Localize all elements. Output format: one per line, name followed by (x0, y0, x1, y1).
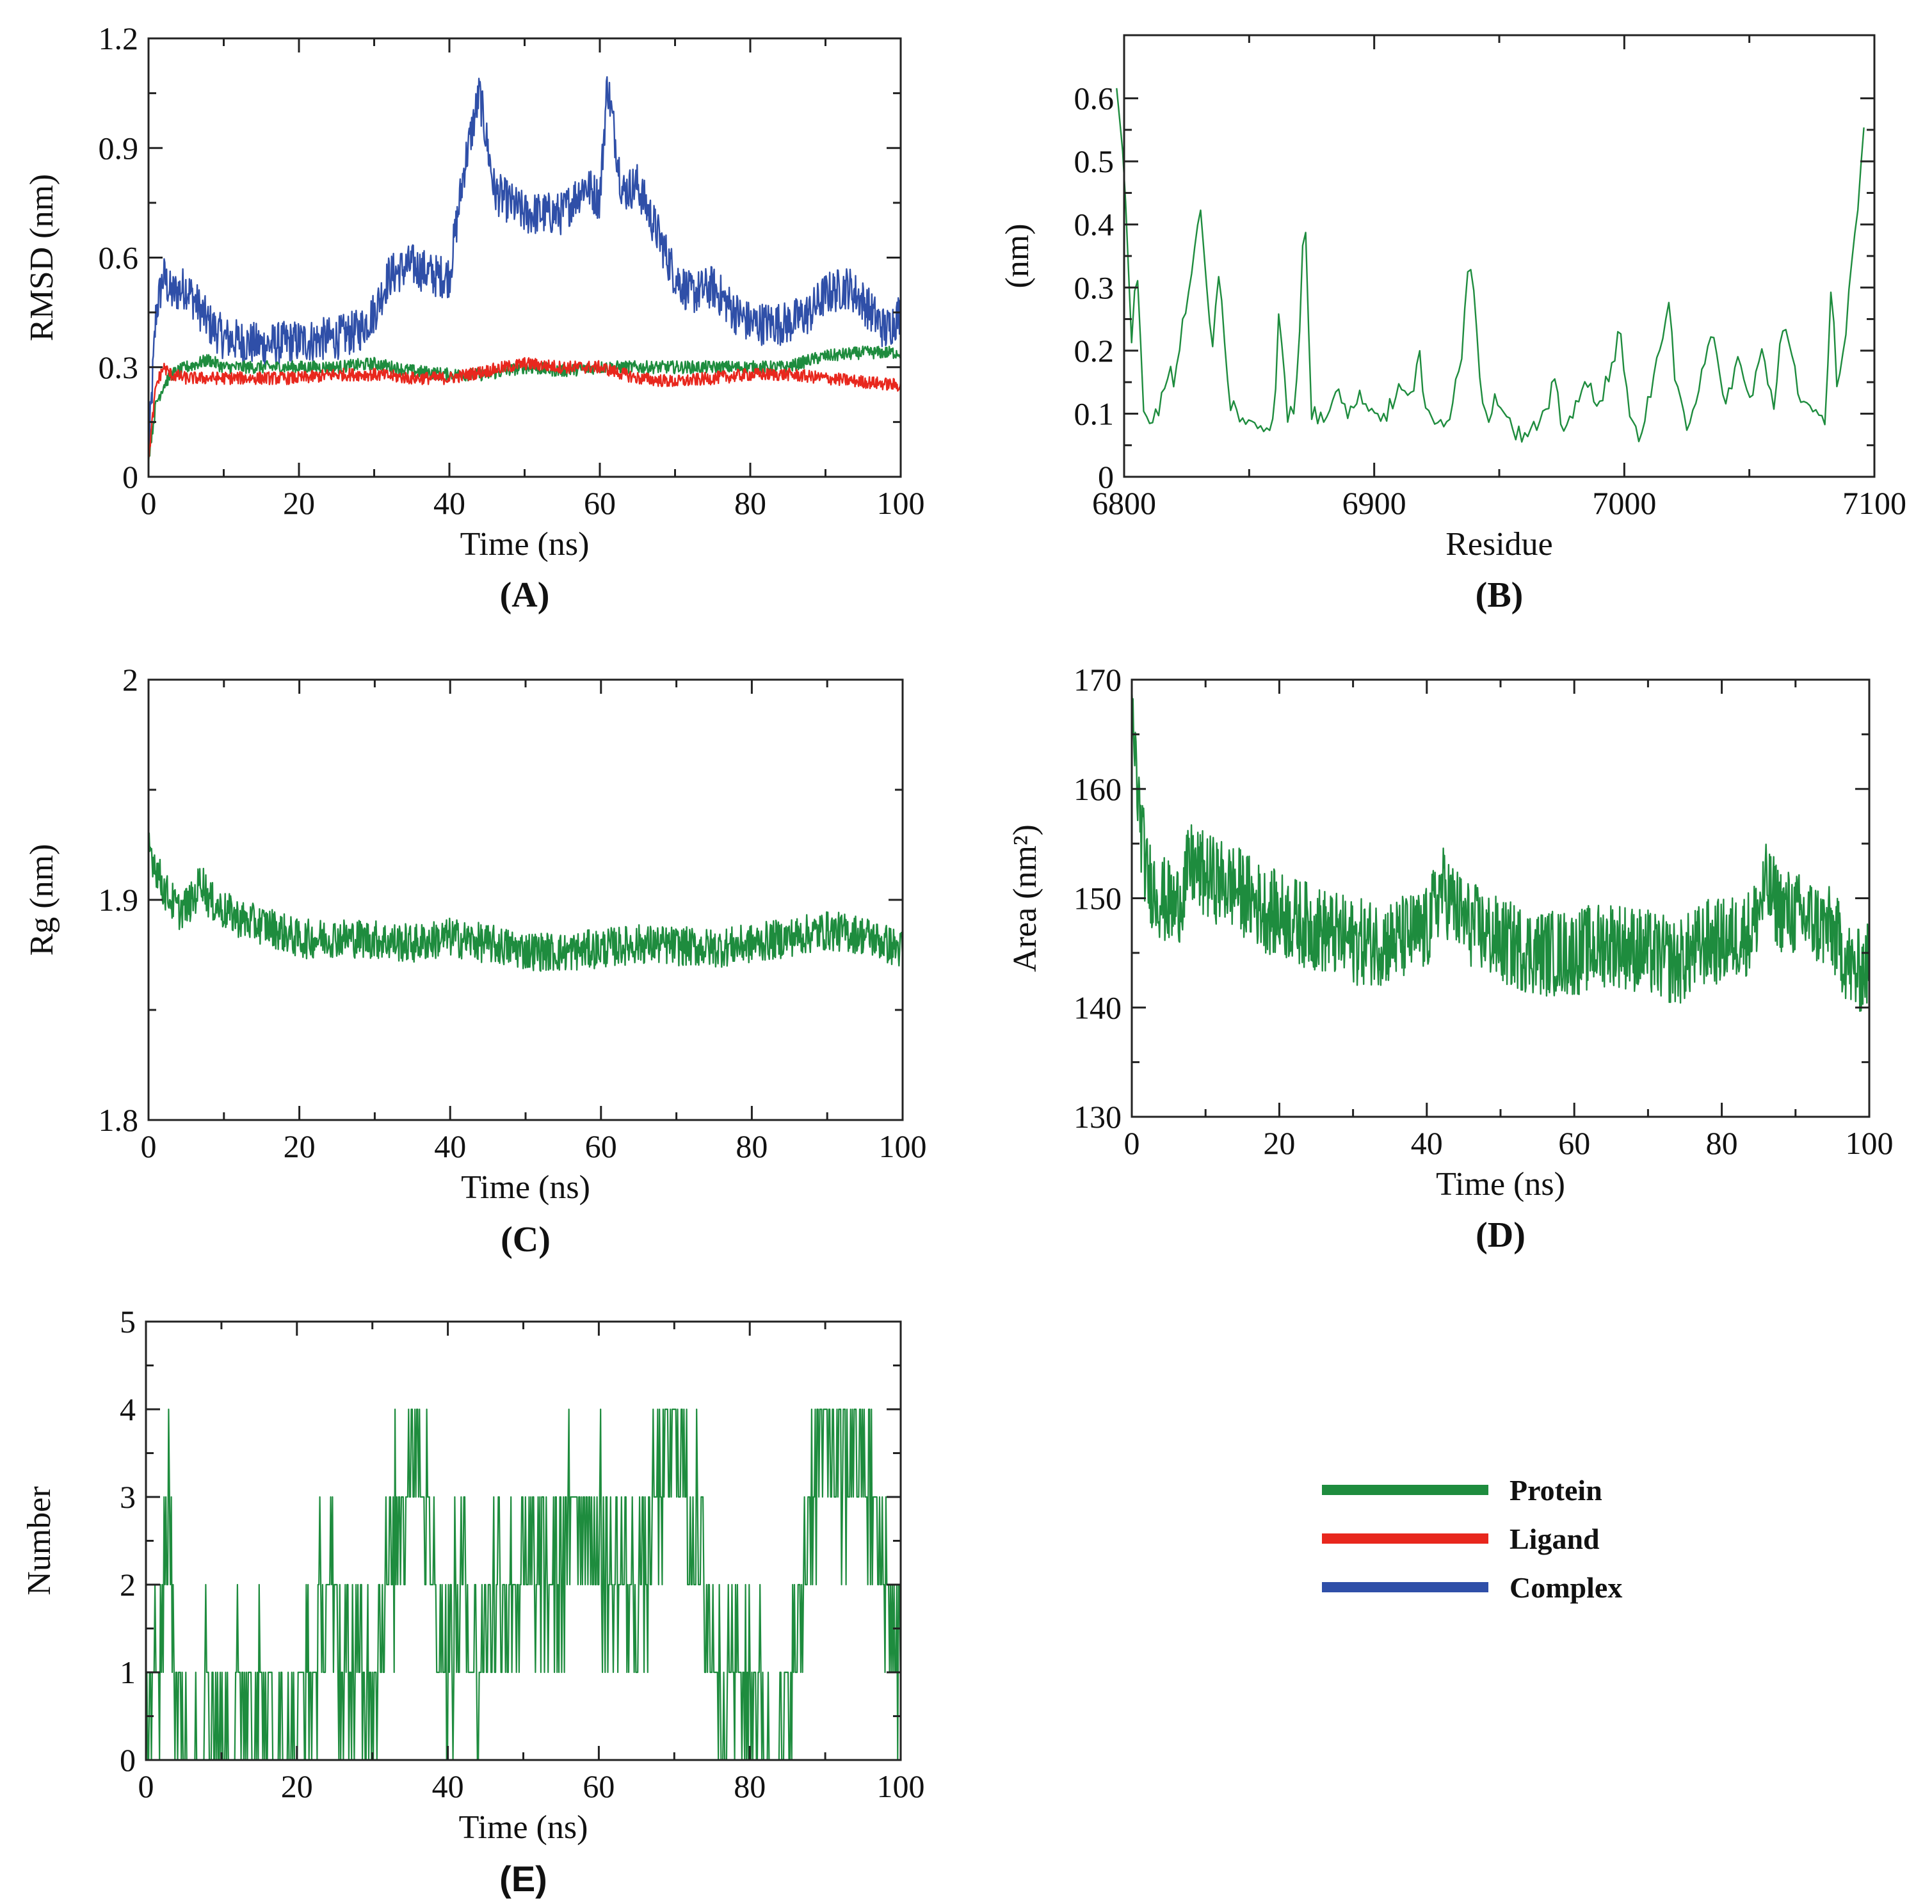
panel-label: (A) (500, 575, 550, 615)
series-group (1131, 687, 1871, 1012)
x-tick-label: 20 (284, 1128, 316, 1164)
x-tick-label: 100 (1846, 1125, 1894, 1161)
series-line-protein (147, 832, 904, 972)
x-tick-label: 7000 (1592, 485, 1656, 521)
y-tick-label: 0.2 (1074, 333, 1115, 369)
chart-panel-d: 0 20 40 60 80 100 130 140 150 160 170 Time (ns) Area… (1007, 662, 1894, 1255)
y-tick-label: 0 (122, 459, 138, 495)
legend-label-complex: Complex (1509, 1571, 1622, 1604)
y-tick-label: 0.1 (1074, 396, 1115, 431)
y-axis-title: (nm) (999, 223, 1036, 288)
panel-label: (B) (1476, 575, 1524, 615)
x-tick-label: 20 (283, 485, 315, 521)
series-line-protein (145, 1408, 901, 1761)
x-tick-label: 40 (1411, 1125, 1443, 1161)
x-tick-label: 80 (736, 1128, 768, 1164)
x-tick-label: 100 (877, 1768, 925, 1804)
panel-label: (E) (499, 1859, 547, 1899)
x-tick-label: 80 (734, 485, 766, 521)
x-tick-label: 0 (141, 1128, 157, 1164)
x-tick-label: 20 (1263, 1125, 1295, 1161)
y-tick-label: 2 (120, 1567, 136, 1603)
y-tick-label: 0.9 (99, 130, 139, 166)
chart-panel-c: 0 20 40 60 80 100 1.8 1.9 2 Time (ns) Rg (nm) (C) (24, 662, 927, 1260)
x-tick-label: 60 (584, 485, 616, 521)
x-tick-label: 0 (141, 485, 157, 521)
y-axis-title: Number (21, 1486, 58, 1595)
y-tick-label: 150 (1074, 881, 1122, 916)
series-line-ligand (147, 356, 902, 458)
y-axis-title: RMSD (nm) (24, 174, 60, 341)
y-tick-label: 0 (1098, 459, 1114, 495)
series-line-protein (1116, 88, 1865, 443)
panel-label: (D) (1476, 1215, 1525, 1255)
x-tick-label: 40 (434, 1128, 466, 1164)
y-axis-title: Area (nm²) (1007, 824, 1043, 972)
y-tick-label: 170 (1074, 662, 1122, 698)
y-tick-label: 4 (120, 1391, 136, 1427)
x-tick-label: 60 (583, 1768, 615, 1804)
y-tick-label: 0.5 (1074, 143, 1115, 179)
x-axis-title: Time (ns) (460, 526, 590, 563)
y-tick-label: 5 (120, 1304, 136, 1340)
x-tick-label: 100 (877, 485, 925, 521)
plot-frame (147, 678, 904, 1121)
x-tick-label: 80 (734, 1768, 766, 1804)
y-axis-title: Rg (nm) (24, 844, 60, 956)
series-line-protein (1131, 687, 1871, 1012)
y-tick-label: 0.3 (1074, 269, 1115, 305)
x-axis-title: Time (ns) (459, 1809, 588, 1846)
x-tick-label: 0 (138, 1768, 154, 1804)
x-tick-label: 0 (1124, 1125, 1140, 1161)
x-tick-label: 20 (281, 1768, 313, 1804)
y-tick-label: 1.9 (99, 882, 139, 918)
y-tick-label: 130 (1074, 1099, 1122, 1135)
panel-label: (C) (501, 1220, 551, 1260)
y-tick-label: 0.6 (99, 240, 139, 276)
x-axis-title: Residue (1445, 526, 1553, 563)
series-group (147, 76, 902, 465)
x-axis-title: Time (ns) (1436, 1166, 1565, 1203)
plot-frame (147, 37, 902, 478)
x-tick-label: 6900 (1342, 485, 1406, 521)
y-tick-label: 1.8 (99, 1102, 139, 1138)
y-tick-label: 0.6 (1074, 81, 1115, 116)
legend-label-ligand: Ligand (1509, 1523, 1600, 1555)
series-group (145, 1408, 901, 1761)
x-tick-label: 60 (585, 1128, 617, 1164)
chart-panel-e: 0 20 40 60 80 100 0 1 2 3 4 5 Time (ns) Number (E) (21, 1304, 925, 1899)
x-tick-label: 40 (433, 485, 465, 521)
series-line-protein (147, 345, 902, 465)
series-group (147, 832, 904, 972)
x-tick-label: 6800 (1092, 485, 1156, 521)
y-tick-label: 1 (120, 1654, 136, 1690)
chart-panel-a: 0 20 40 60 80 100 0 0.3 0.6 0.9 1.2 Time (ns) RMSD (… (24, 20, 925, 615)
y-tick-label: 2 (122, 662, 138, 698)
x-tick-label: 100 (879, 1128, 927, 1164)
y-tick-label: 0.3 (99, 349, 139, 385)
y-tick-label: 160 (1074, 771, 1122, 807)
legend: Protein Ligand Complex (1322, 1474, 1622, 1604)
x-tick-label: 60 (1558, 1125, 1590, 1161)
x-axis-title: Time (ns) (461, 1169, 590, 1206)
y-tick-label: 0.4 (1074, 207, 1115, 243)
chart-panel-b: 6800 6900 7000 7100 0 0.1 0.2 0.3 0.4 0.5 0.6 Resid… (999, 34, 1906, 615)
x-tick-label: 80 (1706, 1125, 1738, 1161)
y-tick-label: 1.2 (99, 20, 139, 56)
x-tick-label: 40 (432, 1768, 464, 1804)
series-group (1116, 88, 1865, 443)
legend-label-protein: Protein (1509, 1474, 1602, 1507)
y-tick-label: 3 (120, 1479, 136, 1515)
y-tick-label: 140 (1074, 989, 1122, 1025)
series-line-complex (147, 76, 902, 456)
x-tick-label: 7100 (1842, 485, 1906, 521)
y-tick-label: 0 (120, 1742, 136, 1778)
